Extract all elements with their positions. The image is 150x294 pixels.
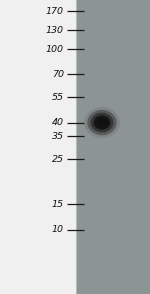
- Text: 40: 40: [52, 118, 64, 127]
- Text: 170: 170: [46, 7, 64, 16]
- Bar: [76, 0, 150, 294]
- Bar: [0, 0, 76, 294]
- Ellipse shape: [87, 110, 117, 135]
- Text: 130: 130: [46, 26, 64, 35]
- Ellipse shape: [94, 116, 110, 130]
- Text: 70: 70: [52, 70, 64, 78]
- Text: 55: 55: [52, 93, 64, 101]
- Ellipse shape: [97, 118, 107, 127]
- Ellipse shape: [91, 113, 114, 133]
- Text: 15: 15: [52, 200, 64, 209]
- Text: 35: 35: [52, 132, 64, 141]
- Ellipse shape: [84, 107, 120, 138]
- Text: 10: 10: [52, 225, 64, 234]
- Text: 100: 100: [46, 45, 64, 54]
- Text: 25: 25: [52, 155, 64, 164]
